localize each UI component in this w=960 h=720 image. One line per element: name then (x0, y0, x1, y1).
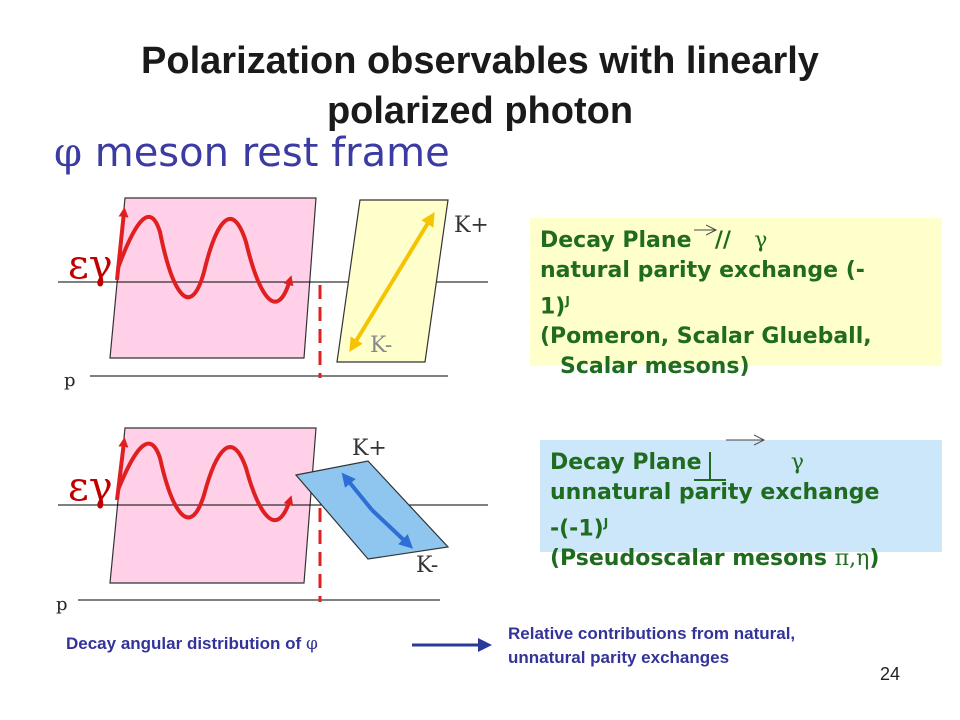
relative-contributions-line-1: Relative contributions from natural, (508, 624, 796, 643)
top-proton-label: p (64, 370, 76, 391)
title-line-2: polarized photon (326, 90, 634, 132)
top-kaon-arrow-up (390, 212, 435, 284)
perpendicular-symbol (694, 452, 726, 481)
perp-line-2: unnatural parity exchange (550, 480, 880, 505)
slide-title: Polarization observables with linearly p… (0, 36, 960, 136)
parallel-line-5: Scalar mesons) (560, 354, 750, 380)
parallel-decay-box (530, 218, 942, 366)
perp-line-4-text: (Pseudoscalar mesons (550, 546, 828, 572)
perp-line-4: (Pseudoscalar mesons π,η) (550, 544, 950, 574)
perp-line-3-text: -(-1) (550, 516, 604, 542)
bottom-photon-polarization-arrow (115, 437, 129, 501)
top-photon-wave (116, 215, 294, 304)
parallel-decay-plane-label: Decay Plane (540, 228, 692, 253)
bottom-kaon-arrow-up (341, 472, 374, 512)
bottom-kplus-label: K+ (352, 436, 387, 461)
bottom-kaon-arrow-down (370, 508, 414, 549)
page-number: 24 (880, 664, 901, 684)
parallel-symbol: // (714, 228, 731, 253)
relative-contributions-note: Relative contributions from natural, unn… (508, 622, 795, 670)
perp-decay-plane-label: Decay Plane (550, 450, 702, 475)
top-kplus-label: K+ (454, 213, 489, 238)
parallel-line-1: Decay Plane // γ (540, 226, 940, 256)
relative-contributions-line-2: unnatural parity exchanges (508, 648, 730, 667)
gamma-symbol: γ (790, 450, 804, 475)
bottom-photon-wave (116, 441, 294, 523)
parallel-sup: J (565, 294, 570, 308)
top-kminus-label: K- (370, 333, 392, 358)
parallel-line-3: 1)J (540, 286, 940, 322)
perp-line-3: -(-1)J (550, 508, 950, 544)
parallel-decay-text: Decay Plane // γ natural parity exchange… (540, 226, 940, 382)
perp-close-paren: ) (869, 546, 880, 572)
parallel-line-2: natural parity exchange (- (540, 258, 865, 283)
phi-symbol: φ (54, 130, 83, 176)
top-photon-polarization-arrow (115, 207, 129, 281)
subtitle-text: meson rest frame (94, 130, 450, 176)
subtitle: φ meson rest frame (54, 130, 450, 176)
bottom-kminus-label: K- (416, 553, 438, 578)
parallel-line-3-text: 1) (540, 294, 566, 320)
pi-eta-symbols: π,η (834, 546, 870, 572)
perpendicular-decay-box (540, 440, 942, 552)
perp-line-1: Decay Plane γ (550, 448, 950, 478)
title-line-1: Polarization observables with linearly (141, 40, 819, 82)
angular-distribution-text: Decay angular distribution of (66, 634, 302, 653)
bottom-epsilon-label: εγ (68, 464, 113, 510)
gamma-symbol: γ (754, 228, 768, 253)
top-kaon-arrow-down (349, 280, 394, 352)
perp-sup: J (603, 516, 609, 530)
parallel-line-4: (Pomeron, Scalar Glueball, (540, 324, 872, 350)
perpendicular-decay-text: Decay Plane γ unnatural parity exchange … (550, 448, 950, 574)
bottom-proton-label: p (56, 594, 68, 615)
phi-symbol: φ (305, 634, 318, 654)
top-epsilon-label: εγ (68, 242, 113, 288)
angular-distribution-note: Decay angular distribution of φ (66, 634, 318, 654)
